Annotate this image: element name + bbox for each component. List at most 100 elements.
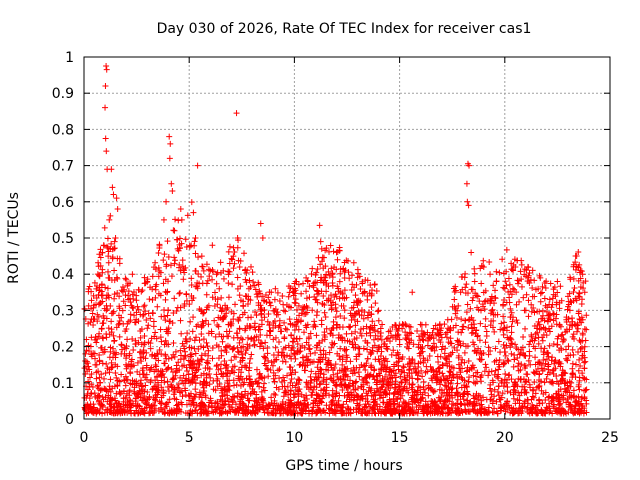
data-point bbox=[328, 265, 335, 272]
y-tick-label: 1 bbox=[65, 50, 74, 66]
data-point bbox=[417, 358, 424, 365]
data-point bbox=[188, 199, 195, 206]
data-point bbox=[566, 290, 573, 297]
data-point bbox=[323, 376, 330, 383]
data-point bbox=[86, 374, 93, 381]
data-point bbox=[104, 285, 111, 292]
data-point bbox=[262, 354, 269, 361]
data-point bbox=[118, 371, 125, 378]
data-point bbox=[266, 322, 273, 329]
data-point bbox=[218, 370, 225, 377]
data-point bbox=[286, 364, 293, 371]
data-point bbox=[282, 325, 289, 332]
data-point bbox=[510, 314, 517, 321]
data-point bbox=[142, 355, 149, 362]
data-point bbox=[447, 335, 454, 342]
data-point bbox=[477, 265, 484, 272]
data-point bbox=[149, 273, 156, 280]
data-point bbox=[285, 293, 292, 300]
data-point bbox=[396, 383, 403, 390]
data-point bbox=[111, 238, 118, 245]
data-point bbox=[529, 393, 536, 400]
data-point bbox=[457, 342, 464, 349]
data-point bbox=[396, 336, 403, 343]
data-point bbox=[317, 261, 324, 268]
data-point bbox=[280, 374, 287, 381]
data-point bbox=[114, 290, 121, 297]
data-point bbox=[164, 288, 171, 295]
data-point bbox=[409, 375, 416, 382]
data-point bbox=[531, 378, 538, 385]
data-point bbox=[455, 354, 462, 361]
data-point bbox=[553, 321, 560, 328]
data-point bbox=[327, 242, 334, 249]
data-point bbox=[569, 365, 576, 372]
data-point bbox=[581, 365, 588, 372]
data-point bbox=[130, 305, 137, 312]
data-point bbox=[478, 280, 485, 287]
data-point bbox=[360, 363, 367, 370]
data-point bbox=[535, 383, 542, 390]
data-point bbox=[529, 337, 536, 344]
y-tick-label: 0.9 bbox=[52, 86, 74, 102]
data-point bbox=[521, 383, 528, 390]
data-point bbox=[127, 370, 134, 377]
data-point bbox=[111, 295, 118, 302]
data-point bbox=[236, 292, 243, 299]
data-point bbox=[318, 321, 325, 328]
data-point bbox=[211, 317, 218, 324]
data-point bbox=[92, 393, 99, 400]
data-point bbox=[333, 308, 340, 315]
data-point bbox=[352, 292, 359, 299]
data-point bbox=[528, 308, 535, 315]
data-point bbox=[535, 318, 542, 325]
data-point bbox=[425, 392, 432, 399]
data-point bbox=[279, 349, 286, 356]
data-point bbox=[104, 235, 111, 242]
data-point bbox=[542, 396, 549, 403]
data-point bbox=[402, 329, 409, 336]
data-point bbox=[557, 386, 564, 393]
y-tick-label: 0.8 bbox=[52, 122, 74, 138]
data-point bbox=[326, 410, 333, 417]
data-point bbox=[233, 381, 240, 388]
data-point bbox=[215, 314, 222, 321]
data-point bbox=[189, 328, 196, 335]
y-tick-label: 0.5 bbox=[52, 231, 74, 247]
data-point bbox=[457, 401, 464, 408]
data-point bbox=[157, 326, 164, 333]
data-point bbox=[482, 315, 489, 322]
data-point bbox=[244, 345, 251, 352]
data-point bbox=[155, 387, 162, 394]
chart-title: Day 030 of 2026, Rate Of TEC Index for r… bbox=[157, 21, 532, 37]
data-point bbox=[558, 346, 565, 353]
data-point bbox=[145, 322, 152, 329]
data-point bbox=[481, 368, 488, 375]
data-point bbox=[505, 358, 512, 365]
data-point bbox=[272, 391, 279, 398]
data-point bbox=[107, 376, 114, 383]
data-point bbox=[122, 373, 129, 380]
data-point bbox=[296, 361, 303, 368]
x-tick-label: 20 bbox=[496, 430, 514, 446]
data-point bbox=[266, 299, 273, 306]
data-point bbox=[523, 405, 530, 412]
data-point bbox=[112, 370, 119, 377]
data-point bbox=[257, 332, 264, 339]
data-point bbox=[176, 235, 183, 242]
data-point bbox=[265, 373, 272, 380]
data-point bbox=[172, 216, 179, 223]
data-point bbox=[205, 352, 212, 359]
data-point bbox=[256, 383, 263, 390]
data-point bbox=[279, 293, 286, 300]
data-point bbox=[570, 351, 577, 358]
data-point bbox=[555, 359, 562, 366]
data-point bbox=[107, 212, 114, 219]
data-point bbox=[249, 385, 256, 392]
data-point bbox=[340, 401, 347, 408]
data-point bbox=[165, 254, 172, 261]
data-point bbox=[90, 292, 97, 299]
data-point bbox=[467, 305, 474, 312]
data-point bbox=[400, 363, 407, 370]
